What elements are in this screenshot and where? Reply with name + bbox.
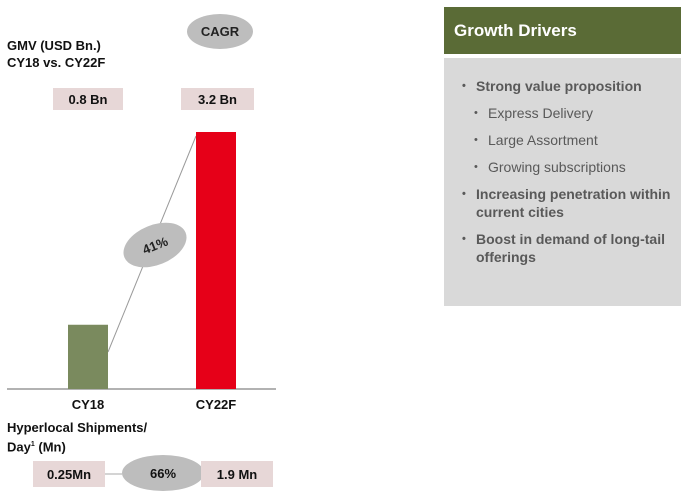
growth-bubble: 41% [123, 222, 187, 268]
driver-sub-bullet: • Large Assortment [474, 131, 671, 149]
driver-bullet: • Increasing penetration within current c… [462, 185, 671, 221]
driver-sub-bullet: • Express Delivery [474, 104, 671, 122]
driver-bullet-text: Increasing penetration within current ci… [476, 186, 671, 220]
hyperlocal-growth-bubble: 66% [122, 455, 204, 491]
value-label-cy22f: 3.2 Bn [181, 88, 254, 110]
driver-bullet-text: Strong value proposition [476, 78, 642, 94]
driver-sub-bullet: • Growing subscriptions [474, 158, 671, 176]
bullet-dot: • [462, 80, 466, 92]
bar-cy22f [196, 132, 236, 389]
bullet-dot: • [462, 233, 466, 245]
hyperlocal-label-day: Day [7, 439, 31, 455]
growth-drivers-panel: • Strong value proposition • Express Deliv… [444, 58, 681, 306]
driver-sub-text: Express Delivery [488, 105, 594, 121]
gmv-bar-chart: 41% CY18 CY22F [7, 132, 276, 412]
driver-bullet: • Strong value proposition [462, 77, 671, 95]
bullet-dot: • [474, 107, 478, 119]
bar-cy18 [68, 324, 108, 389]
hyperlocal-to-value: 1.9 Mn [201, 461, 273, 487]
hyperlocal-label-main: Hyperlocal Shipments/ [7, 420, 148, 435]
driver-bullet-text: Boost in demand of long-tail offerings [476, 231, 665, 265]
bullet-dot: • [474, 134, 478, 146]
growth-drivers-header: Growth Drivers [444, 7, 681, 54]
hyperlocal-label: Hyperlocal Shipments/ Day1 (Mn) [7, 419, 147, 455]
hyperlocal-from-value: 0.25Mn [33, 461, 105, 487]
bullet-dot: • [462, 188, 466, 200]
footnote-marker: 1 [30, 441, 35, 448]
driver-bullet: • Boost in demand of long-tail offerings [462, 230, 671, 266]
bullet-dot: • [474, 161, 478, 173]
hyperlocal-label-unit: (Mn) [34, 439, 66, 455]
x-tick-cy22f: CY22F [196, 397, 237, 412]
chart-title: GMV (USD Bn.) CY18 vs. CY22F [7, 38, 106, 70]
cagr-bubble: CAGR [187, 14, 253, 49]
driver-sub-text: Growing subscriptions [488, 159, 626, 175]
value-label-cy18: 0.8 Bn [53, 88, 123, 110]
x-tick-cy18: CY18 [72, 397, 105, 412]
driver-sub-text: Large Assortment [488, 132, 598, 148]
